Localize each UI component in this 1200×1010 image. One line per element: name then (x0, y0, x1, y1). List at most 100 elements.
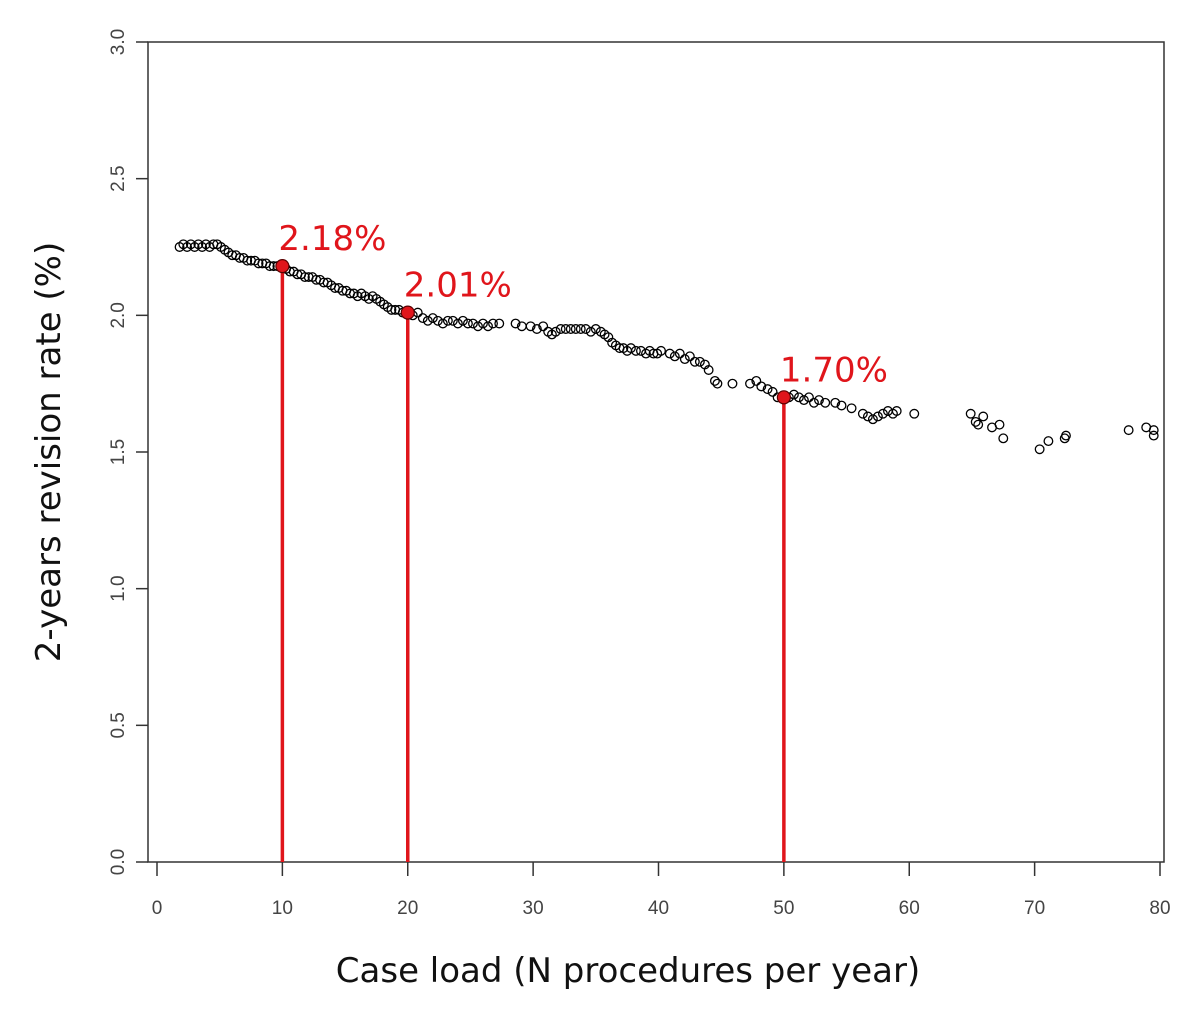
data-point (857, 408, 868, 419)
data-point (814, 395, 824, 406)
data-point (674, 348, 685, 359)
data-point (998, 433, 1009, 444)
y-tick-label: 1.0 (108, 575, 129, 601)
data-point (538, 321, 549, 332)
data-point (560, 324, 571, 334)
x-tick-label: 50 (773, 898, 794, 919)
data-point (798, 395, 809, 406)
data-point (664, 348, 675, 359)
data-point (1061, 430, 1071, 441)
data-point (478, 318, 488, 329)
data-point (689, 356, 700, 367)
data-point (488, 318, 498, 329)
data-point (264, 261, 275, 272)
highlight-label: 2.18% (278, 219, 386, 259)
data-point (386, 304, 397, 315)
x-tick-label: 0 (152, 898, 163, 919)
data-point (751, 375, 762, 386)
data-point (570, 324, 581, 334)
data-point (510, 318, 521, 329)
y-tick-label: 1.5 (108, 439, 129, 465)
data-point (494, 318, 505, 329)
data-point (452, 318, 463, 329)
x-tick-label: 40 (648, 898, 669, 919)
data-point (575, 324, 586, 334)
data-point (793, 392, 804, 403)
data-point (970, 416, 981, 427)
data-point (585, 326, 596, 337)
highlight-point (275, 259, 290, 274)
y-tick-label: 0.0 (108, 849, 129, 875)
data-point (432, 315, 443, 326)
data-point (965, 408, 976, 419)
y-axis-title: 2-years revision rate (%) (29, 242, 69, 662)
data-point (694, 356, 705, 367)
highlight-label: 1.70% (780, 350, 888, 390)
x-axis: 0 10 20 30 40 50 60 70 80 (152, 862, 1171, 919)
data-point (872, 411, 883, 422)
x-tick-label: 20 (397, 898, 418, 919)
data-point (457, 315, 468, 326)
x-tick-label: 60 (899, 898, 920, 919)
data-point (767, 386, 778, 397)
data-point (684, 351, 695, 362)
data-point (836, 400, 847, 411)
data-point (679, 354, 690, 365)
y-tick-label: 2.0 (108, 302, 129, 328)
x-axis-title: Case load (N procedures per year) (336, 951, 920, 991)
y-tick-label: 2.5 (108, 165, 129, 191)
data-point (656, 345, 666, 356)
data-point (909, 408, 920, 419)
data-point (442, 315, 453, 326)
data-point (882, 406, 893, 416)
data-point (462, 318, 473, 329)
data-point (1148, 430, 1159, 441)
x-tick-label: 80 (1149, 898, 1170, 919)
data-point (1043, 436, 1054, 447)
data-point (447, 315, 458, 326)
data-point (862, 411, 873, 422)
data-point (669, 351, 680, 362)
data-point (804, 392, 814, 403)
data-point (820, 397, 831, 408)
data-point (1034, 444, 1045, 455)
data-point (473, 321, 483, 332)
y-axis: 0.0 0.5 1.0 1.5 2.0 2.5 3.0 (108, 29, 148, 875)
x-tick-label: 70 (1024, 898, 1045, 919)
data-point (1123, 425, 1134, 436)
data-point (830, 397, 841, 408)
x-tick-label: 10 (272, 898, 293, 919)
data-point (756, 381, 767, 392)
data-point (525, 321, 536, 332)
y-tick-label: 0.5 (108, 712, 129, 738)
data-point (467, 318, 478, 329)
data-point (437, 318, 448, 329)
data-point (635, 345, 646, 356)
y-tick-label: 3.0 (108, 29, 129, 55)
highlight-point (400, 305, 415, 320)
data-point (580, 324, 591, 334)
data-point (625, 343, 636, 354)
data-point (709, 375, 720, 386)
data-point (1148, 425, 1159, 436)
data-point (727, 378, 738, 389)
data-point (531, 324, 542, 334)
highlight-markers: 2.18% 2.01% 1.70% (275, 219, 888, 862)
x-tick-label: 30 (523, 898, 544, 919)
data-point (745, 378, 755, 389)
data-point (550, 326, 561, 337)
plot-frame (147, 41, 1165, 863)
data-point (703, 365, 714, 375)
data-point (422, 315, 433, 326)
highlight-label: 2.01% (404, 266, 512, 306)
data-point (891, 406, 902, 416)
data-point (483, 321, 493, 332)
data-point (846, 403, 857, 414)
data-point (762, 384, 773, 395)
data-point (590, 324, 601, 334)
data-point (973, 419, 984, 430)
data-point (994, 419, 1005, 430)
data-point (565, 324, 576, 334)
data-point (877, 408, 888, 419)
